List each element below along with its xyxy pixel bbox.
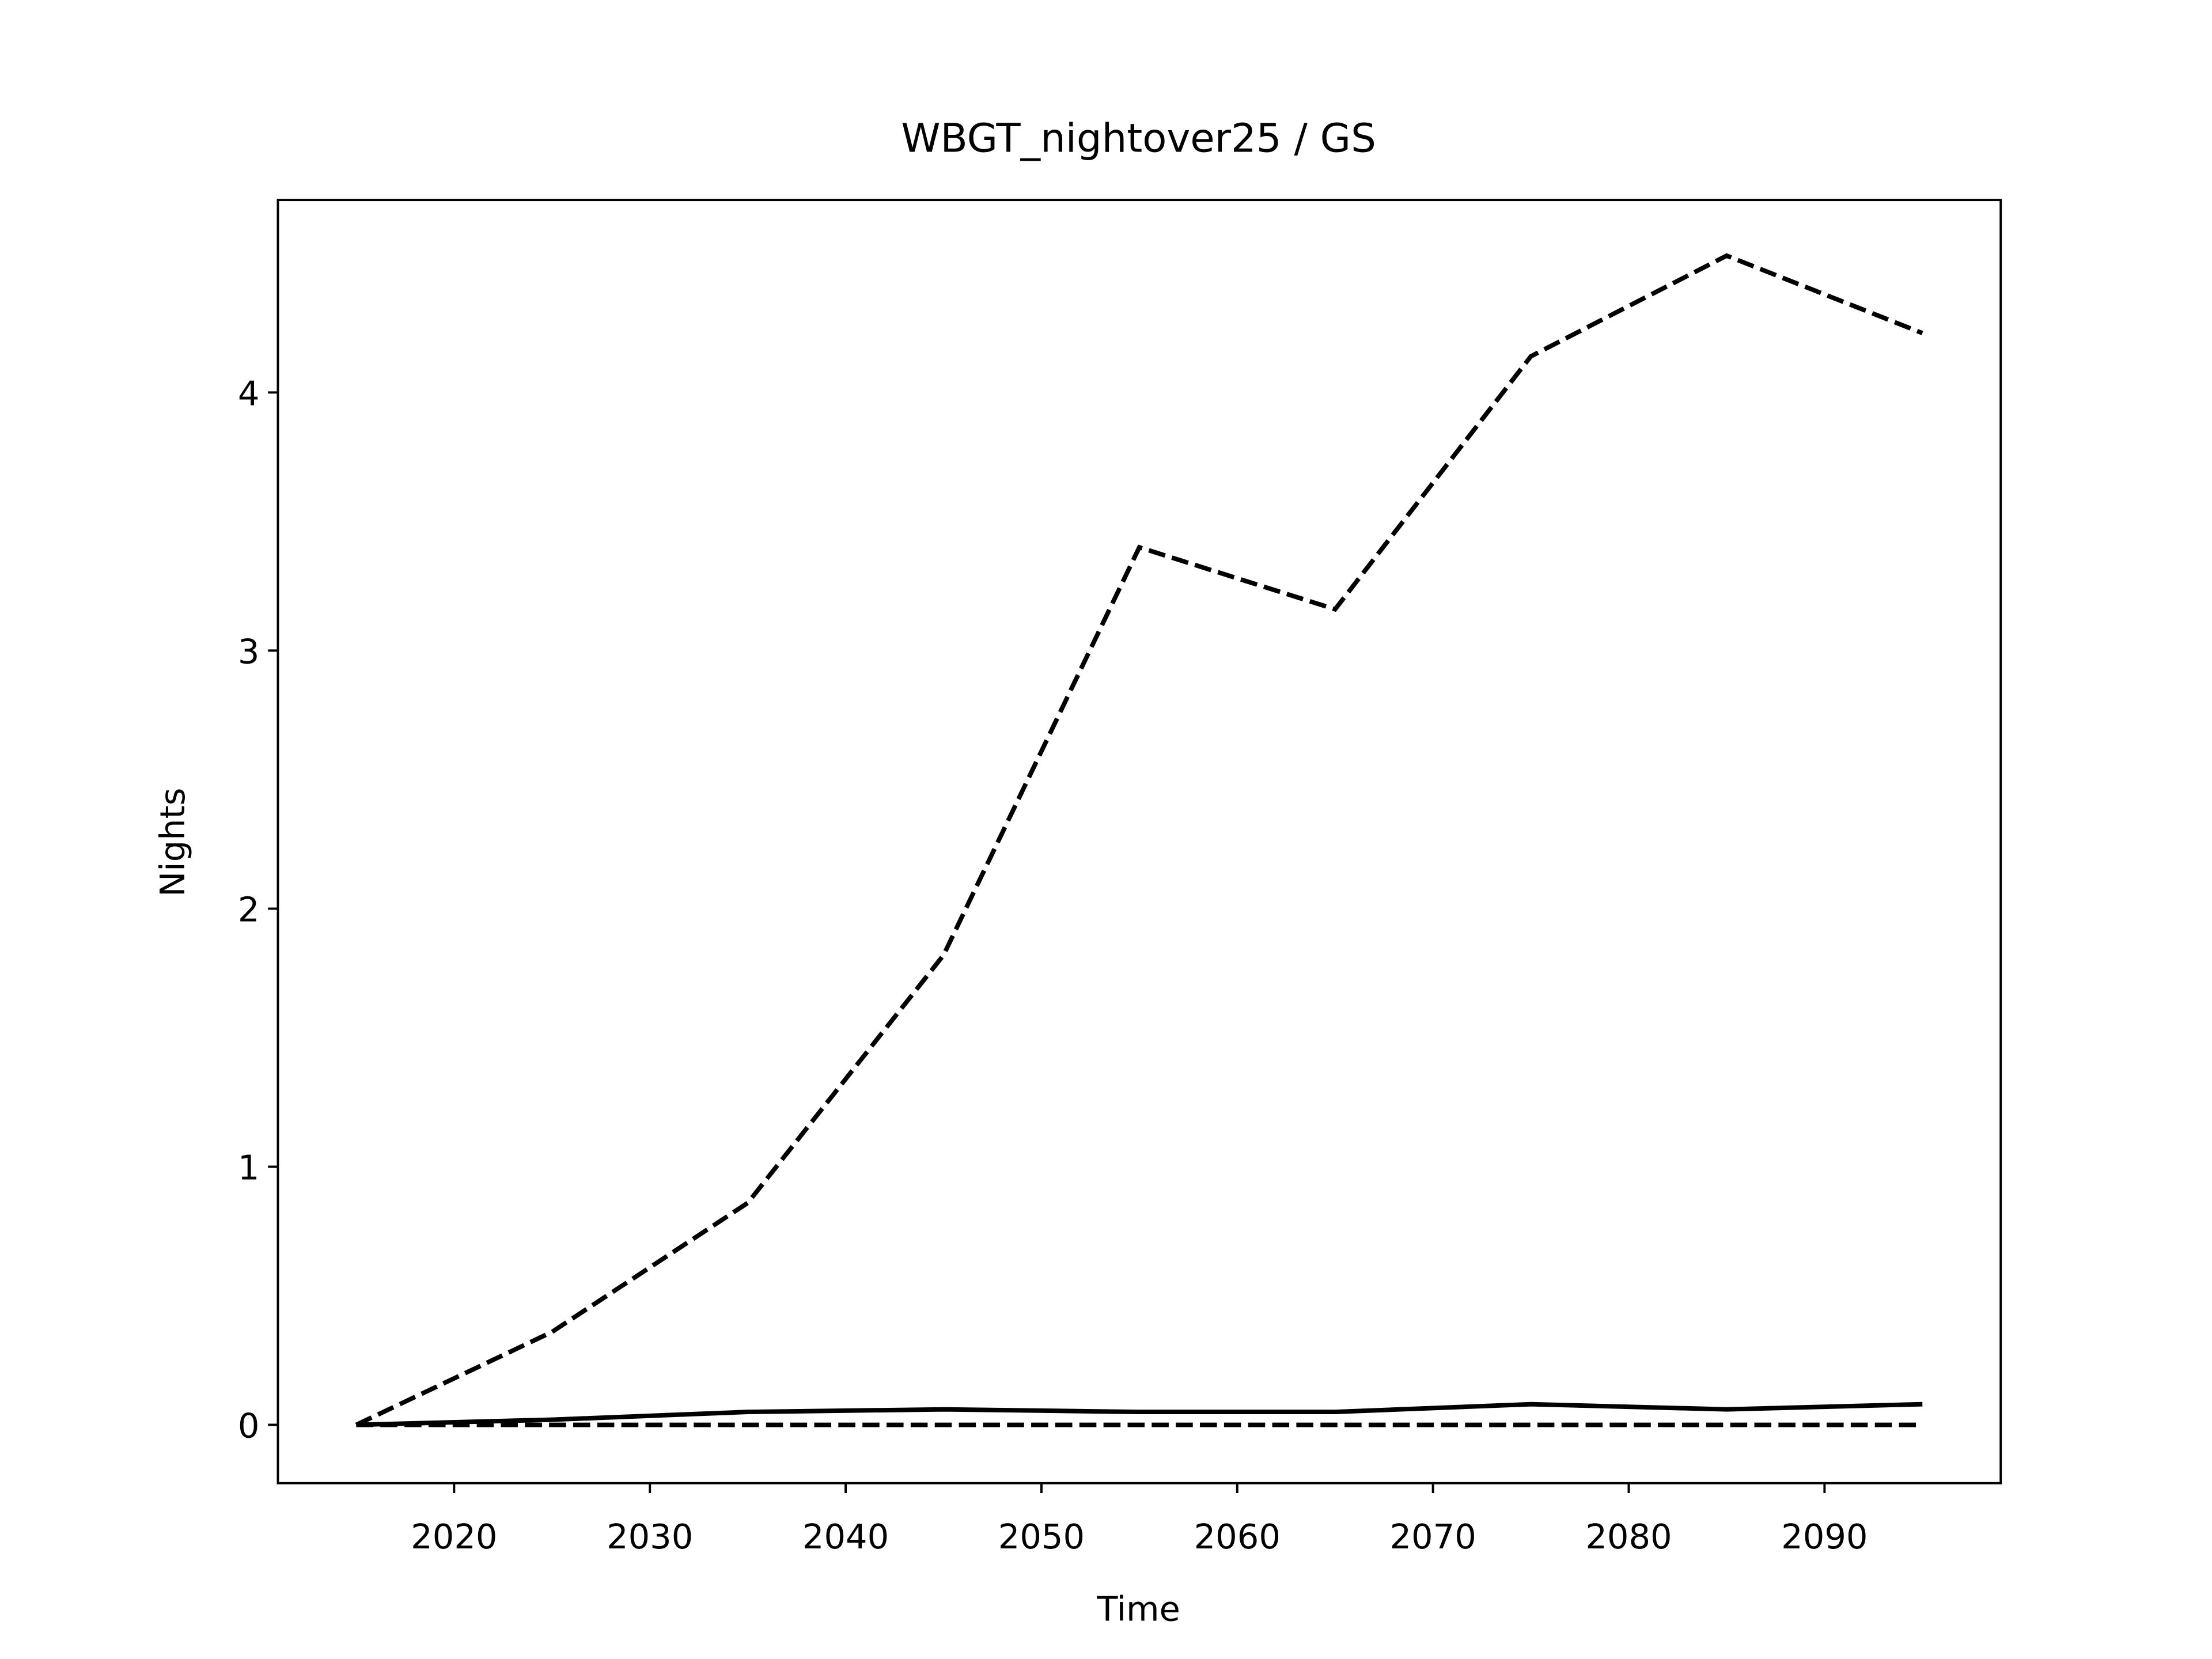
- y-axis-label: Nights: [153, 787, 192, 896]
- x-tick-label: 2020: [411, 1517, 497, 1556]
- x-tick-label: 2040: [802, 1517, 889, 1556]
- data-line: [355, 253, 1923, 1427]
- x-axis-label: Time: [1096, 1589, 1180, 1629]
- x-tick-label: 2080: [1585, 1517, 1672, 1556]
- data-line: [356, 1402, 1923, 1427]
- y-tick-label: 1: [238, 1148, 260, 1188]
- x-tick-label: 2060: [1194, 1517, 1281, 1556]
- y-tick-label: 4: [238, 373, 260, 413]
- plot-frame: [276, 199, 2002, 1484]
- chart-title: WBGT_nightover25 / GS: [901, 115, 1376, 161]
- x-tick-label: 2070: [1389, 1517, 1476, 1556]
- y-tick-label: 0: [238, 1406, 260, 1446]
- y-tick-label: 3: [238, 632, 260, 672]
- x-tick-label: 2050: [998, 1517, 1085, 1556]
- x-tick-label: 2090: [1781, 1517, 1868, 1556]
- x-tick-label: 2030: [607, 1517, 693, 1556]
- y-tick-label: 2: [238, 890, 260, 930]
